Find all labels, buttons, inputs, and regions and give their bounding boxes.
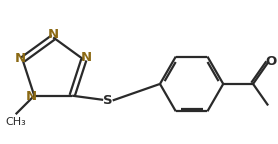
Text: N: N bbox=[80, 51, 91, 64]
Text: O: O bbox=[265, 55, 276, 68]
Text: N: N bbox=[14, 52, 26, 65]
Text: CH₃: CH₃ bbox=[5, 117, 26, 127]
Text: N: N bbox=[26, 90, 37, 103]
Text: N: N bbox=[48, 28, 59, 41]
Text: S: S bbox=[103, 94, 113, 107]
